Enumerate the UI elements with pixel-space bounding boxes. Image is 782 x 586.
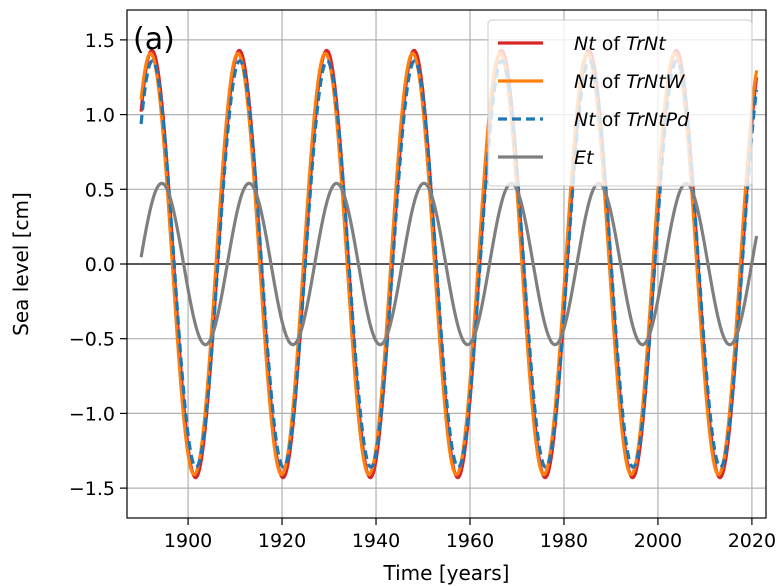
legend-entry-part: TrNtPd	[626, 109, 690, 131]
legend-entry-part: of	[596, 33, 626, 55]
legend-entry-label: Nt of TrNtPd	[574, 109, 690, 131]
legend-entry-part: Et	[574, 147, 595, 169]
y-tick-label: 0.5	[85, 179, 115, 201]
x-tick-label: 2000	[634, 530, 682, 552]
y-tick-label: 0.0	[85, 254, 115, 276]
x-tick-label: 1960	[446, 530, 494, 552]
legend-entry-part: of	[596, 71, 626, 93]
x-tick-label: 1920	[258, 530, 306, 552]
series-line-3	[139, 59, 759, 469]
legend-box	[487, 19, 753, 187]
y-tick-label: 1.5	[85, 30, 115, 52]
x-tick-label: 1980	[540, 530, 588, 552]
x-tick-label: 2020	[728, 530, 776, 552]
x-tick-label: 1940	[352, 530, 400, 552]
legend-entry-label: Nt of TrNtW	[574, 71, 686, 93]
y-tick-label: −0.5	[69, 329, 115, 351]
legend-entry-part: Nt	[574, 109, 597, 131]
legend-entry-part: Nt	[574, 71, 597, 93]
series-layer	[139, 48, 759, 480]
x-axis-ticks: 1900 1920 1940 1960 1980 2000 2020	[164, 518, 776, 552]
series-line-4	[139, 181, 759, 347]
y-tick-label: −1.5	[69, 478, 115, 500]
legend-entry-part: TrNtW	[626, 71, 686, 93]
legend-entry-part: of	[596, 109, 626, 131]
y-tick-label: −1.0	[69, 403, 115, 425]
y-axis-label: Sea level [cm]	[9, 192, 33, 336]
y-tick-label: 1.0	[85, 105, 115, 127]
y-axis-ticks: 1.5 1.0 0.5 0.0 −0.5 −1.0 −1.5	[69, 30, 127, 500]
x-axis-label: Time [years]	[383, 561, 510, 585]
legend-entry-label: Et	[574, 147, 595, 169]
x-tick-label: 1900	[164, 530, 212, 552]
legend-entry-part: TrNt	[626, 33, 667, 55]
legend-entry-part: Nt	[574, 33, 597, 55]
legend-entry-label: Nt of TrNt	[574, 33, 667, 55]
panel-label: (a)	[133, 22, 175, 57]
